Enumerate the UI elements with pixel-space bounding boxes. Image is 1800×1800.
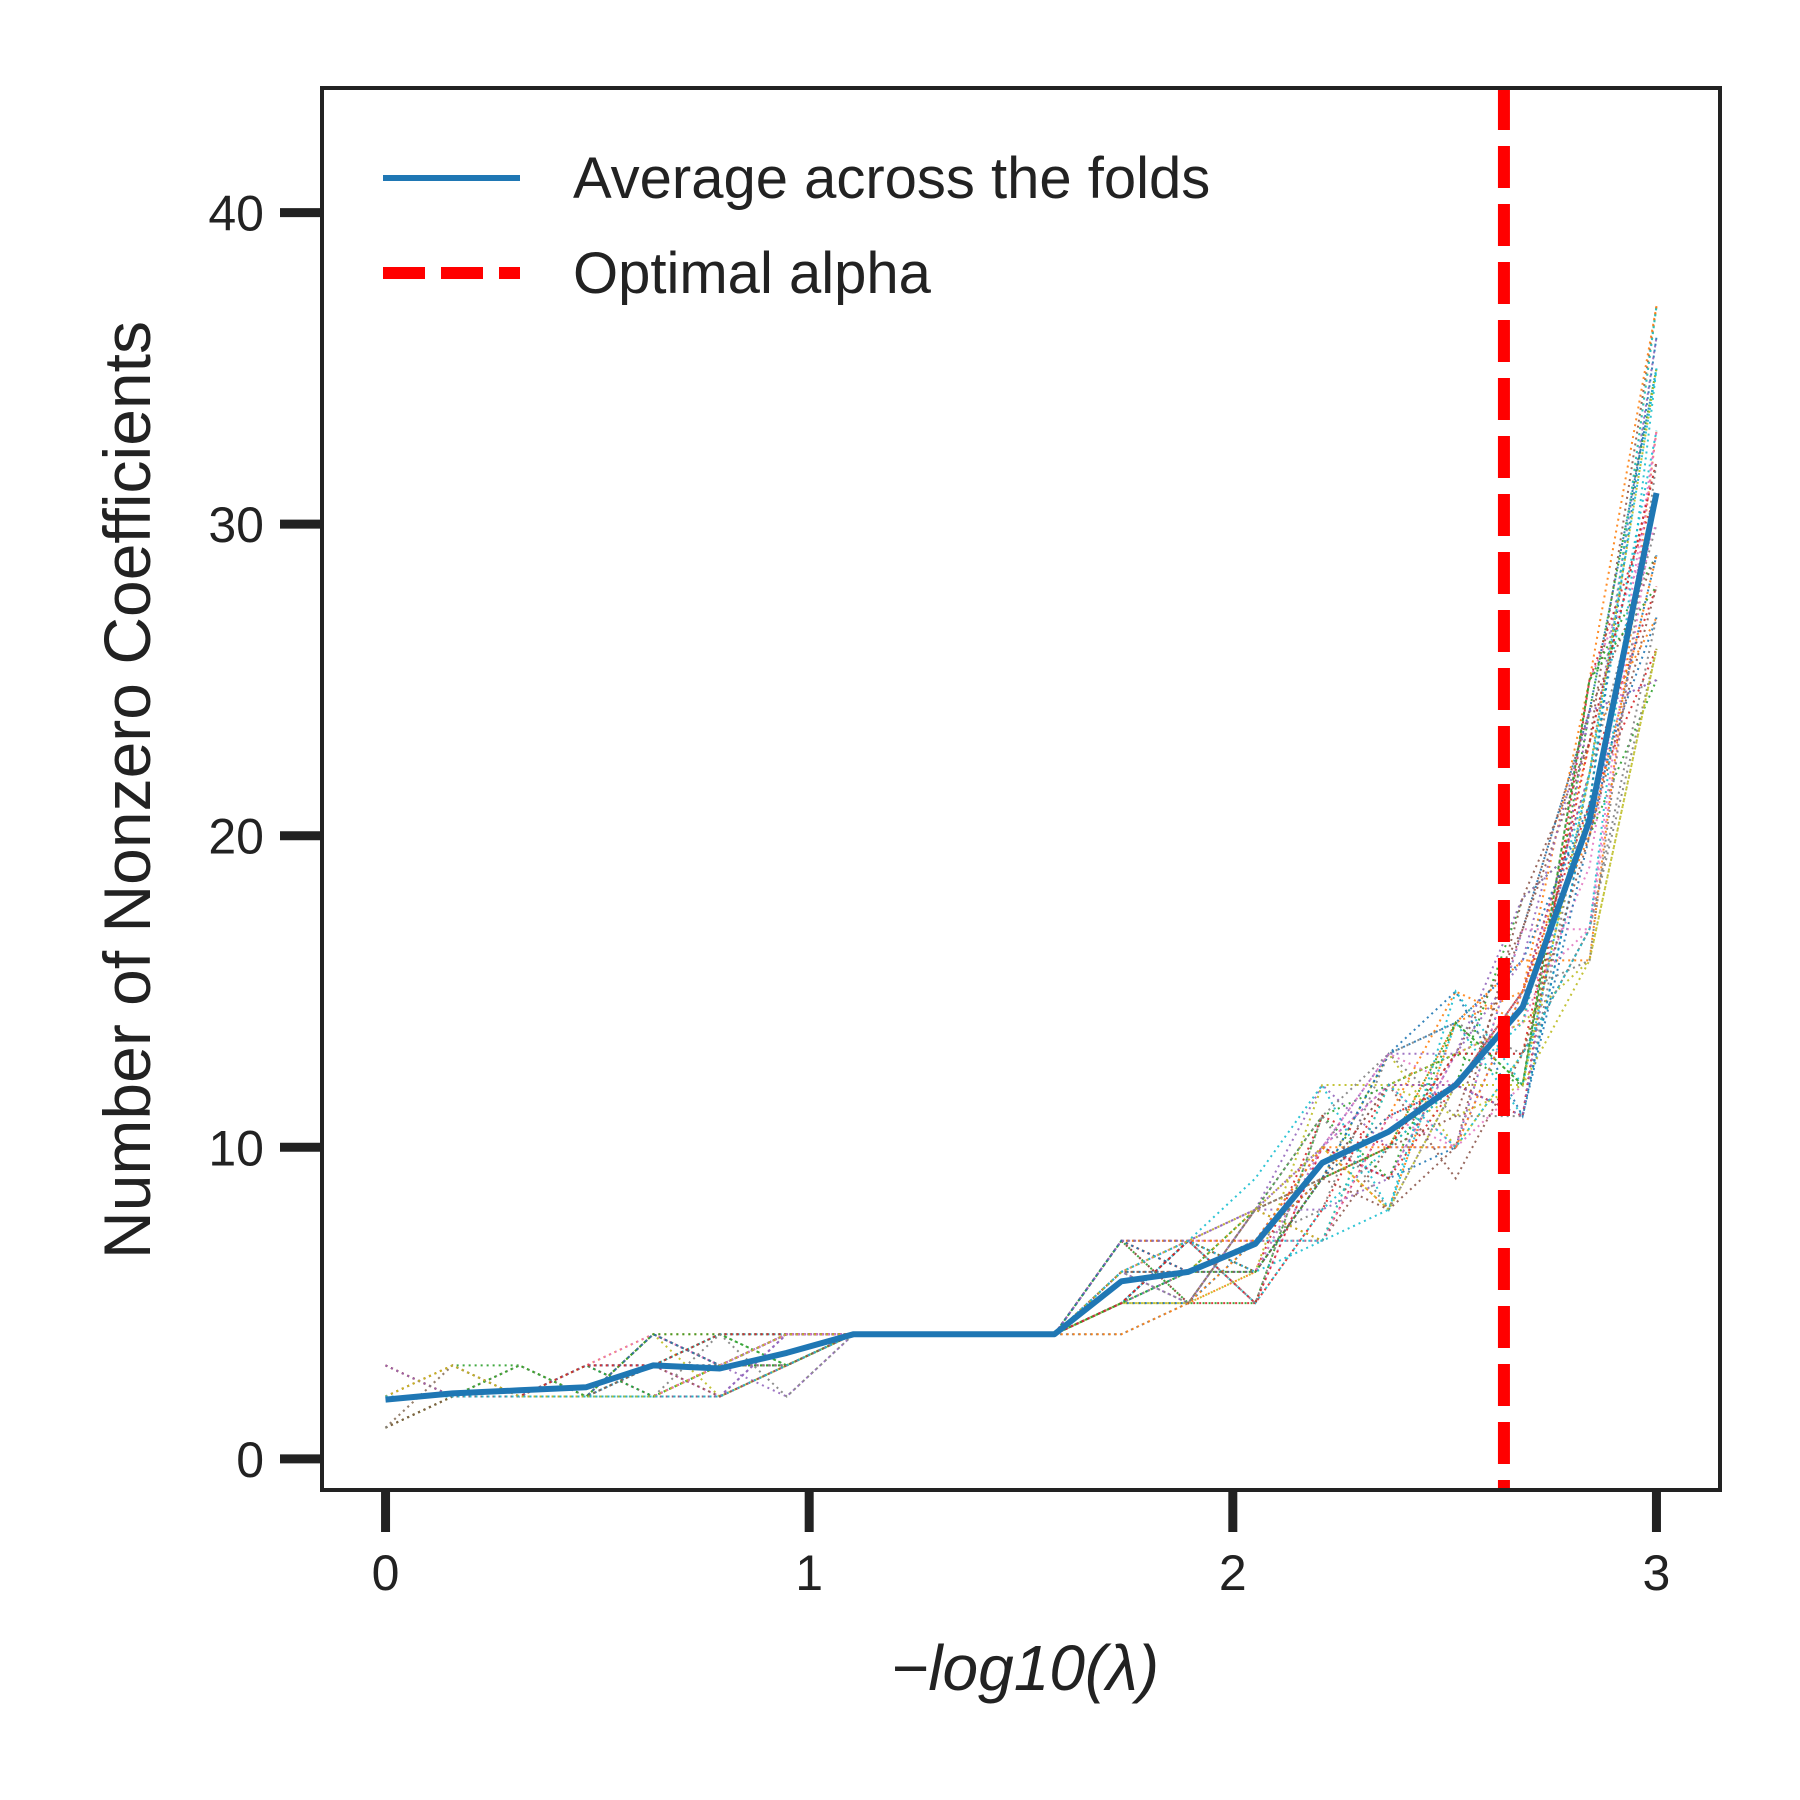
fold-curve: [385, 430, 1658, 1398]
fold-curve: [385, 430, 1658, 1429]
fold-curve: [385, 679, 1657, 1398]
fold-curve: [385, 648, 1658, 1398]
average-curve: [385, 492, 1660, 1403]
fold-curve: [385, 305, 1658, 1429]
fold-curve: [385, 586, 1658, 1429]
fold-curve: [385, 617, 1658, 1398]
fold-curves: [384, 305, 1658, 1429]
plot-frame: [320, 86, 1722, 1492]
fold-curve: [385, 586, 1658, 1429]
x-axis-label: −log10(λ): [891, 1632, 1159, 1704]
fold-curve: [385, 430, 1658, 1398]
y-tick-label: 0: [236, 1432, 264, 1488]
fold-curve: [385, 492, 1658, 1398]
fold-curve: [385, 648, 1658, 1398]
fold-curve: [385, 368, 1658, 1398]
fold-curve: [385, 305, 1658, 1398]
fold-curve: [385, 523, 1658, 1398]
legend-label-average: Average across the folds: [573, 146, 1210, 211]
fold-curve: [385, 555, 1658, 1398]
fold-curve: [385, 555, 1658, 1398]
fold-curve: [385, 368, 1658, 1398]
x-tick-label: 3: [1643, 1545, 1671, 1601]
fold-curve: [385, 337, 1658, 1398]
fold-curve: [384, 430, 1658, 1429]
fold-curve: [385, 461, 1658, 1398]
fold-curve: [385, 368, 1658, 1398]
fold-curve: [385, 617, 1658, 1429]
x-axis-ticks: 0 1 2 3: [372, 1490, 1671, 1601]
fold-curve: [385, 554, 1658, 1398]
fold-curve: [385, 368, 1658, 1398]
y-tick-label: 30: [208, 497, 264, 553]
fold-curve: [385, 679, 1657, 1398]
fold-curve: [385, 554, 1658, 1398]
y-tick-label: 40: [208, 186, 264, 242]
y-tick-label: 20: [208, 809, 264, 865]
y-axis-ticks: 0 10 20 30 40: [208, 186, 322, 1488]
x-tick-label: 0: [372, 1545, 400, 1601]
x-tick-label: 2: [1219, 1545, 1247, 1601]
fold-curve: [385, 617, 1658, 1398]
fold-curve: [385, 648, 1658, 1398]
fold-curve: [385, 368, 1658, 1429]
y-tick-label: 10: [208, 1120, 264, 1176]
average-curve-layer: [385, 492, 1660, 1403]
fold-curve: [385, 492, 1658, 1429]
fold-curve: [385, 461, 1658, 1398]
fold-curve: [385, 337, 1658, 1398]
fold-curve: [385, 305, 1658, 1398]
fold-curve: [385, 679, 1658, 1398]
fold-curve: [385, 648, 1658, 1398]
fold-curve: [385, 585, 1658, 1429]
fold-curve: [384, 461, 1658, 1429]
legend-label-optimal-alpha: Optimal alpha: [573, 241, 932, 306]
y-axis-label: Number of Nonzero Coefficients: [90, 321, 164, 1259]
x-tick-label: 1: [795, 1545, 823, 1601]
fold-curve: [385, 305, 1658, 1429]
legend: Average across the folds Optimal alpha: [383, 146, 1210, 306]
fold-curve: [385, 523, 1658, 1398]
fold-curve: [385, 492, 1658, 1398]
